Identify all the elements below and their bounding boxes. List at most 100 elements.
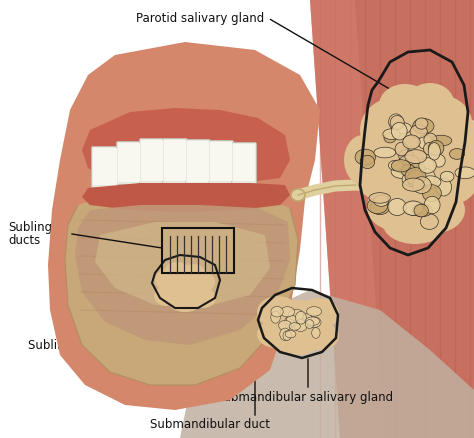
Ellipse shape [440, 171, 454, 182]
Ellipse shape [374, 147, 396, 158]
Ellipse shape [419, 169, 435, 185]
Ellipse shape [367, 183, 427, 231]
Ellipse shape [388, 198, 406, 215]
Ellipse shape [190, 288, 216, 308]
Ellipse shape [405, 187, 465, 233]
Ellipse shape [406, 83, 454, 123]
Ellipse shape [422, 185, 441, 201]
Ellipse shape [280, 328, 290, 340]
Ellipse shape [388, 160, 403, 170]
Ellipse shape [344, 135, 382, 185]
Ellipse shape [383, 202, 447, 244]
Ellipse shape [384, 133, 396, 143]
FancyBboxPatch shape [210, 142, 232, 181]
FancyBboxPatch shape [164, 140, 186, 181]
Ellipse shape [391, 165, 412, 178]
Polygon shape [48, 42, 320, 410]
Text: Parotid salivary gland: Parotid salivary gland [136, 12, 264, 25]
Ellipse shape [294, 319, 307, 332]
Ellipse shape [284, 316, 294, 328]
Ellipse shape [257, 320, 295, 348]
Ellipse shape [165, 262, 189, 278]
Text: Submandibular salivary gland: Submandibular salivary gland [217, 392, 393, 405]
FancyBboxPatch shape [93, 148, 117, 185]
Ellipse shape [405, 201, 420, 215]
Ellipse shape [353, 140, 408, 200]
Ellipse shape [169, 294, 201, 312]
Ellipse shape [291, 189, 305, 201]
FancyBboxPatch shape [185, 139, 210, 184]
Polygon shape [75, 205, 290, 345]
Ellipse shape [433, 154, 445, 167]
Ellipse shape [405, 173, 418, 187]
FancyBboxPatch shape [209, 141, 234, 184]
FancyBboxPatch shape [91, 146, 118, 187]
Polygon shape [82, 183, 290, 212]
Ellipse shape [187, 271, 215, 293]
Ellipse shape [369, 193, 391, 203]
Ellipse shape [399, 155, 419, 169]
Ellipse shape [355, 149, 375, 165]
Ellipse shape [410, 125, 428, 138]
Ellipse shape [305, 317, 319, 325]
Ellipse shape [420, 214, 438, 230]
Ellipse shape [390, 116, 404, 130]
Ellipse shape [391, 122, 411, 134]
Ellipse shape [383, 129, 400, 140]
Ellipse shape [360, 98, 430, 162]
Polygon shape [65, 195, 298, 385]
Ellipse shape [415, 118, 428, 129]
Ellipse shape [283, 331, 292, 340]
Ellipse shape [360, 155, 374, 169]
Ellipse shape [442, 117, 474, 169]
Ellipse shape [379, 84, 431, 126]
Ellipse shape [389, 114, 403, 130]
Text: ducts: ducts [8, 233, 40, 247]
Ellipse shape [301, 322, 339, 350]
FancyBboxPatch shape [118, 143, 140, 182]
Ellipse shape [412, 177, 431, 194]
Ellipse shape [449, 148, 465, 159]
Ellipse shape [285, 331, 296, 338]
Ellipse shape [403, 201, 423, 215]
FancyBboxPatch shape [233, 144, 255, 181]
FancyBboxPatch shape [231, 142, 256, 184]
Ellipse shape [424, 196, 440, 214]
Ellipse shape [271, 307, 283, 317]
Ellipse shape [405, 168, 426, 185]
Ellipse shape [436, 178, 452, 196]
Ellipse shape [398, 162, 414, 175]
Ellipse shape [271, 311, 280, 323]
Ellipse shape [292, 314, 305, 325]
Ellipse shape [370, 200, 390, 215]
Polygon shape [310, 0, 385, 438]
Ellipse shape [392, 122, 407, 140]
FancyBboxPatch shape [187, 141, 209, 182]
Ellipse shape [428, 141, 444, 155]
Ellipse shape [418, 135, 433, 149]
Ellipse shape [426, 142, 474, 204]
Ellipse shape [408, 95, 473, 155]
Ellipse shape [367, 107, 463, 223]
Ellipse shape [428, 143, 440, 160]
Polygon shape [310, 0, 474, 438]
Polygon shape [82, 108, 290, 183]
Ellipse shape [401, 165, 416, 177]
FancyBboxPatch shape [117, 141, 142, 184]
Ellipse shape [289, 323, 301, 330]
Ellipse shape [402, 173, 419, 186]
Ellipse shape [402, 178, 424, 191]
Ellipse shape [374, 195, 389, 206]
Ellipse shape [455, 167, 474, 179]
FancyBboxPatch shape [163, 138, 188, 184]
FancyBboxPatch shape [141, 140, 163, 181]
Ellipse shape [405, 150, 427, 163]
Text: Sublingual salivary gland: Sublingual salivary gland [28, 339, 177, 352]
Ellipse shape [419, 176, 441, 188]
Ellipse shape [289, 309, 304, 321]
Ellipse shape [181, 264, 205, 280]
Ellipse shape [312, 328, 320, 338]
Ellipse shape [395, 142, 408, 156]
Ellipse shape [257, 296, 299, 328]
Ellipse shape [307, 307, 321, 316]
